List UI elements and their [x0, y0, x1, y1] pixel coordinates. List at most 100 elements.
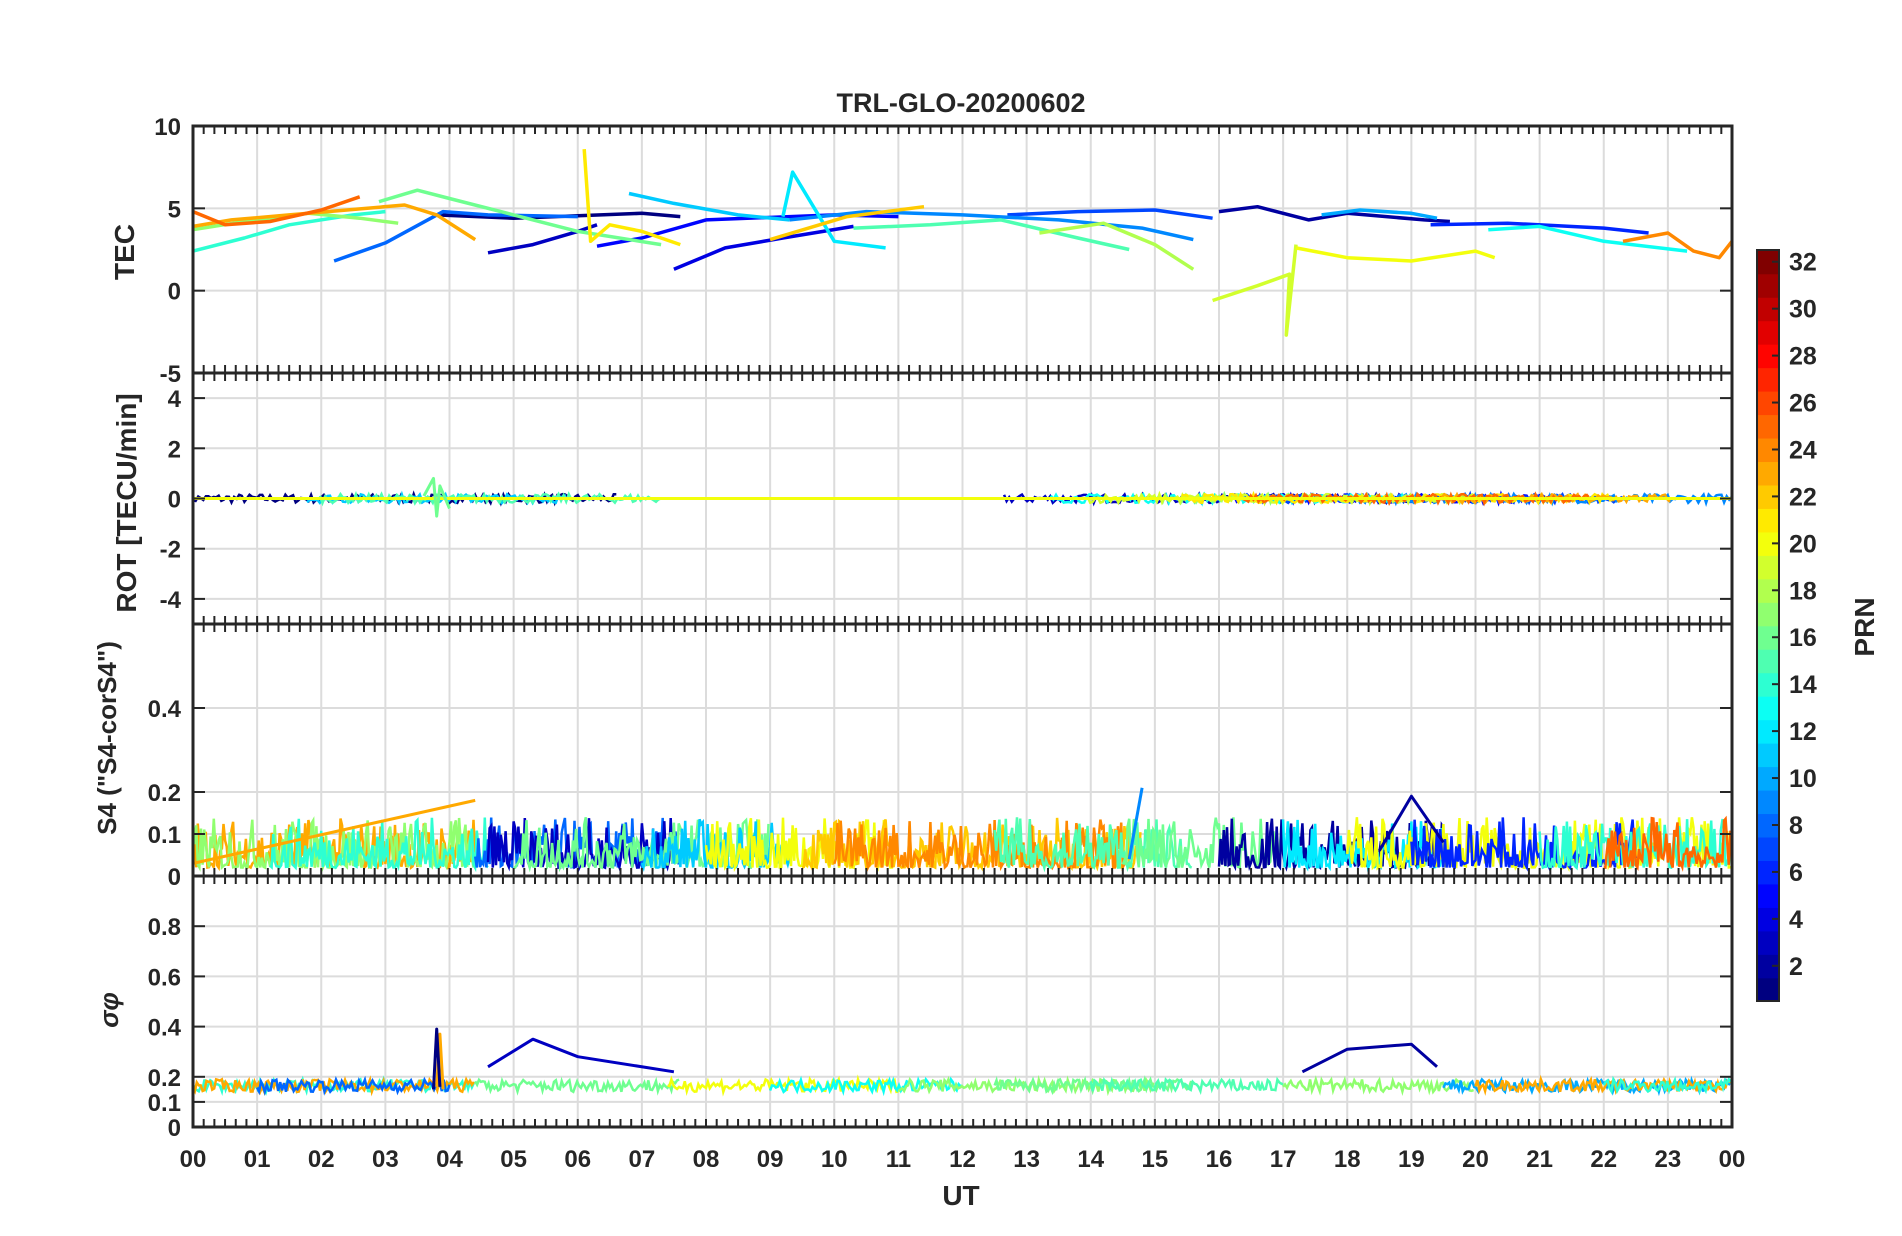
colorbar-swatch	[1757, 343, 1779, 369]
sigma-noise-line	[1282, 1075, 1475, 1096]
x-tick-label: 13	[1013, 1146, 1040, 1173]
s4-noise-line	[801, 817, 1142, 873]
x-tick-label: 05	[500, 1146, 527, 1173]
chart-title: TRL-GLO-20200602	[836, 88, 1085, 118]
x-tick-label: 14	[1077, 1146, 1104, 1173]
sigma-noise-line	[255, 1075, 451, 1097]
colorbar-tick-label: 20	[1789, 530, 1817, 558]
colorbar-swatch	[1757, 695, 1779, 721]
series-line	[781, 170, 886, 250]
y-tick-label: -5	[160, 361, 181, 388]
colorbar-swatch	[1757, 930, 1779, 955]
colorbar-swatch	[1757, 625, 1779, 650]
colorbar-swatch	[1757, 320, 1779, 345]
series-line	[1321, 208, 1438, 220]
colorbar-tick-label: 14	[1789, 671, 1817, 699]
s4-ylabel: S4 ("S4-corS4")	[92, 641, 122, 835]
y-tick-label: 0	[168, 1115, 181, 1142]
colorbar-tick-label: 32	[1789, 249, 1817, 277]
series-line	[1430, 221, 1649, 235]
colorbar-tick-label: 12	[1789, 718, 1817, 746]
series-line	[487, 1037, 675, 1074]
colorbar-swatch	[1757, 742, 1779, 768]
x-tick-label: 11	[886, 1146, 911, 1173]
colorbar-swatch	[1757, 461, 1779, 486]
y-tick-label: 0.8	[148, 914, 181, 941]
series-line	[1212, 244, 1298, 337]
series-line	[1295, 246, 1496, 263]
x-tick-label: 20	[1462, 1146, 1489, 1173]
series-line	[1039, 221, 1195, 271]
x-tick-label: 03	[372, 1146, 399, 1173]
colorbar-swatch	[1757, 836, 1779, 861]
colorbar-swatch	[1757, 508, 1779, 533]
colorbar-tick-label: 26	[1789, 390, 1817, 418]
x-tick-label: 09	[757, 1146, 784, 1173]
x-tick-label: 15	[1142, 1146, 1169, 1173]
x-tick-label: 08	[693, 1146, 720, 1173]
series-line	[673, 224, 854, 271]
colorbar-tick-label: 4	[1789, 906, 1803, 934]
colorbar-swatch	[1757, 578, 1779, 603]
x-tick-label: 23	[1655, 1146, 1682, 1173]
rot-panel: ROT [TECU/min] -4 -2 0 2 4	[111, 371, 1734, 626]
x-tick-label: 18	[1334, 1146, 1361, 1173]
colorbar-swatch	[1757, 531, 1779, 556]
y-tick-label: 2	[168, 436, 181, 463]
series-line	[432, 1027, 442, 1090]
series-line	[1301, 1042, 1438, 1074]
colorbar-tick-label: 30	[1789, 296, 1817, 324]
colorbar-tick-label: 28	[1789, 343, 1817, 371]
y-tick-label: 0	[168, 864, 181, 891]
colorbar-swatch	[1757, 367, 1779, 392]
series-line	[378, 188, 662, 247]
colorbar-swatch	[1757, 484, 1779, 509]
series-line	[1488, 224, 1688, 253]
colorbar-frame	[1756, 249, 1780, 1002]
x-tick-label: 02	[308, 1146, 335, 1173]
colorbar-tick-label: 16	[1789, 624, 1817, 652]
colorbar-tick-label: 24	[1789, 436, 1817, 464]
sigma-noise-line	[768, 1075, 963, 1097]
y-tick-label: 0.6	[148, 964, 181, 991]
colorbar-swatch	[1757, 250, 1779, 275]
colorbar-swatch	[1757, 390, 1779, 416]
x-axis-label: UT	[942, 1180, 979, 1211]
sigma-noise-line	[1602, 1075, 1732, 1095]
series-line	[1622, 231, 1734, 260]
y-tick-label: 0	[168, 487, 181, 514]
s4-noise-line	[513, 817, 770, 873]
x-tick-label: 12	[949, 1146, 976, 1173]
x-tick-label: 17	[1270, 1146, 1297, 1173]
sigma-noise-line	[191, 1075, 475, 1097]
y-tick-label: 0.4	[148, 1015, 182, 1042]
x-tick-label: 10	[821, 1146, 848, 1173]
y-tick-label: -2	[160, 537, 181, 564]
colorbar-label: PRN	[1849, 597, 1880, 656]
colorbar-swatch	[1757, 789, 1779, 815]
x-tick-label: 21	[1526, 1146, 1553, 1173]
colorbar-swatch	[1757, 414, 1779, 439]
x-tick-label: 22	[1590, 1146, 1617, 1173]
s4-noise-line	[269, 816, 489, 873]
series-line	[1127, 787, 1144, 860]
s4-noise-line	[486, 817, 674, 873]
colorbar-swatch	[1757, 860, 1779, 885]
x-tick-label: 06	[564, 1146, 591, 1173]
x-tick-label: 07	[629, 1146, 656, 1173]
colorbar-swatch	[1757, 883, 1779, 908]
colorbar-swatch	[1757, 602, 1779, 627]
rot-ylabel: ROT [TECU/min]	[111, 393, 142, 612]
s4-noise-line	[1410, 817, 1638, 873]
tec-panel: TEC -5 0 5 10	[109, 114, 1734, 388]
colorbar-tick-label: 8	[1789, 812, 1803, 840]
s4-panel: S4 ("S4-corS4") 0 0.1 0.2 0.4	[92, 622, 1734, 891]
colorbar-swatch	[1757, 648, 1779, 674]
colorbar-tick-label: 22	[1789, 483, 1817, 511]
series-line	[789, 209, 1194, 242]
s4-noise-line	[1121, 817, 1285, 870]
colorbar-tick-label: 18	[1789, 577, 1817, 605]
y-tick-label: 0.1	[148, 1090, 181, 1117]
series-line	[192, 195, 361, 227]
